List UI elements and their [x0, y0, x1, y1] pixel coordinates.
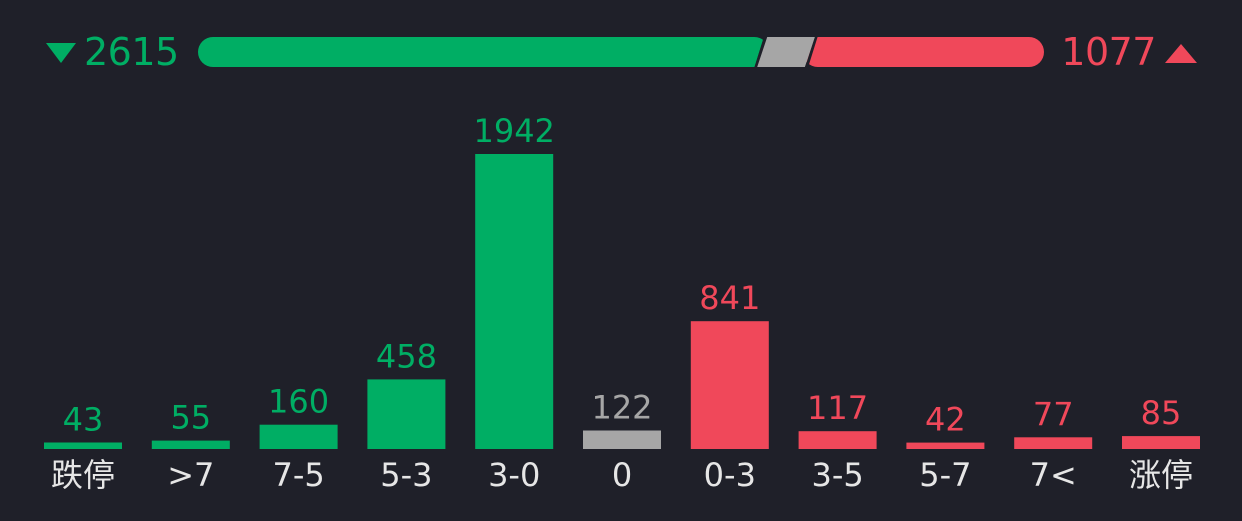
down-count: 2615	[84, 30, 179, 74]
category-label: 3-0	[488, 456, 540, 494]
category-label: 7<	[1030, 456, 1077, 494]
bar	[44, 442, 122, 449]
bar-value-label: 160	[268, 383, 329, 421]
bar-value-label: 841	[699, 279, 760, 317]
bar	[259, 424, 338, 449]
triangle-down-icon	[46, 43, 76, 63]
ratio-flat-segment	[757, 37, 815, 67]
category-label: >7	[167, 456, 214, 494]
bar	[1014, 437, 1093, 449]
bar-value-label: 85	[1141, 394, 1182, 432]
bar-value-label: 55	[170, 399, 211, 437]
category-label: 5-7	[919, 456, 971, 494]
bar	[475, 154, 554, 449]
triangle-up-icon	[1165, 44, 1197, 63]
bar-value-label: 77	[1033, 395, 1074, 433]
category-label: 0	[612, 456, 632, 494]
up-down-ratio-bar	[198, 36, 1044, 68]
up-count: 1077	[1061, 30, 1156, 74]
bar	[1122, 436, 1200, 449]
ratio-down-segment	[198, 37, 770, 67]
bar-value-label: 458	[376, 337, 437, 375]
bar	[583, 430, 661, 449]
bar	[367, 379, 446, 449]
category-label: 7-5	[272, 456, 324, 494]
ratio-up-segment	[802, 37, 1044, 67]
category-label: 3-5	[811, 456, 863, 494]
ratio-cut-right	[804, 36, 818, 68]
category-label: 涨停	[1129, 456, 1193, 494]
ratio-cut-left	[754, 36, 768, 68]
bar	[151, 440, 230, 449]
category-label: 0-3	[704, 456, 756, 494]
bar-value-label: 1942	[473, 112, 554, 150]
category-label: 5-3	[380, 456, 432, 494]
bar-value-label: 117	[807, 389, 868, 427]
bar-value-label: 42	[925, 401, 966, 439]
bar-value-label: 43	[63, 401, 104, 439]
bar	[798, 431, 877, 449]
bar-value-label: 122	[591, 389, 652, 427]
bar	[906, 442, 985, 449]
bar	[690, 321, 769, 449]
category-label: 跌停	[51, 456, 115, 494]
